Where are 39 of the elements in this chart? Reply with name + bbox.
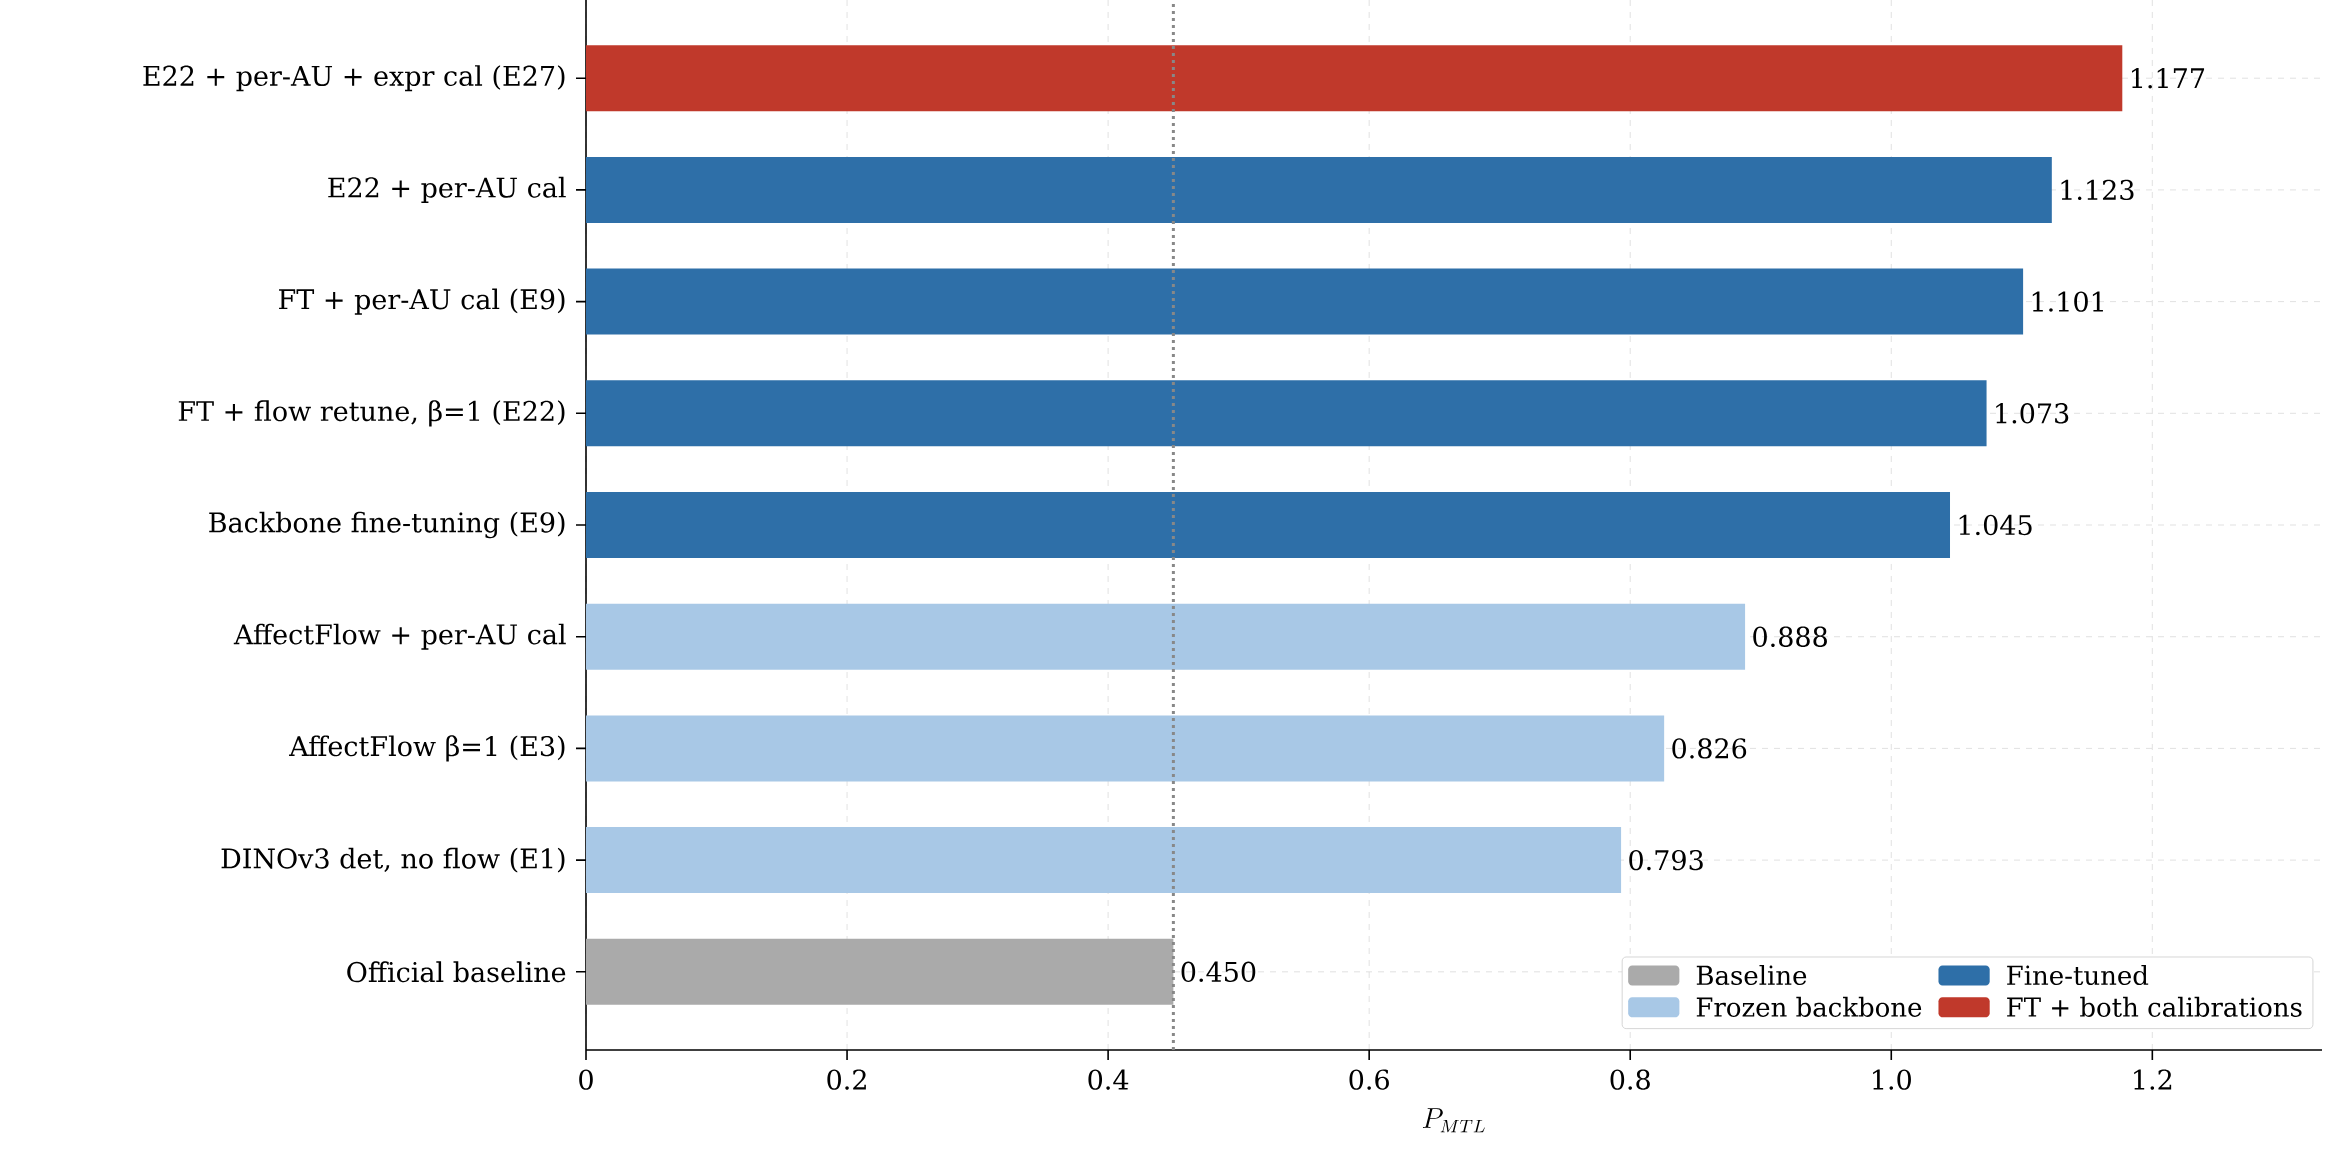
y-tick-label: FT + per-AU cal (E9) (279, 288, 565, 315)
y-tick-label: Backbone fine-tuning (E9) (209, 511, 565, 539)
bar (586, 492, 1951, 558)
data-label: 1.101 (2032, 291, 2103, 312)
x-axis-title: $P_{MTL}$ (1422, 1108, 1485, 1133)
data-label: 0.450 (1181, 961, 1256, 983)
data-label: 0.793 (1629, 849, 1703, 871)
y-tick-label: E22 + per-AU cal (328, 176, 566, 203)
x-tick-label: 0 (579, 1069, 593, 1090)
bar (586, 603, 1746, 670)
legend-label: FT + both calibrations (2007, 996, 2302, 1017)
data-label: 1.045 (1959, 514, 2032, 536)
y-tick-label: AffectFlow β=1 (E3) (289, 735, 565, 762)
bar (586, 156, 2052, 223)
data-label: 1.073 (1996, 403, 2069, 424)
data-label: 1.177 (2132, 67, 2205, 89)
x-tick-label: 0.8 (1610, 1069, 1650, 1090)
y-tick-label: FT + flow retune, β=1 (E22) (178, 400, 565, 427)
legend-label: Fine-tuned (2007, 964, 2149, 986)
y-tick-label: DINOv3 det, no flow (E1) (221, 847, 565, 873)
bar (586, 715, 1665, 782)
bar (586, 268, 2024, 335)
y-tick-label: E22 + per-AU + expr cal (E27) (143, 65, 565, 92)
x-tick-label: 1.2 (2134, 1069, 2172, 1090)
y-tick-label: AffectFlow + per-AU cal (233, 623, 566, 650)
legend-label: Frozen backbone (1696, 996, 1922, 1017)
data-label: 1.123 (2061, 179, 2134, 201)
x-tick-label: 1.0 (1873, 1069, 1911, 1090)
data-label: 0.826 (1672, 738, 1747, 759)
legend-label: Baseline (1696, 964, 1807, 986)
data-label: 0.888 (1753, 626, 1827, 647)
bar (586, 938, 1174, 1005)
bar (586, 827, 1622, 894)
x-tick-label: 0.4 (1088, 1069, 1129, 1090)
x-tick-label: 0.6 (1349, 1069, 1389, 1090)
bar (586, 45, 2123, 112)
y-tick-label: Official baseline (347, 961, 566, 983)
bar (586, 380, 1987, 447)
x-tick-label: 0.2 (827, 1069, 866, 1090)
